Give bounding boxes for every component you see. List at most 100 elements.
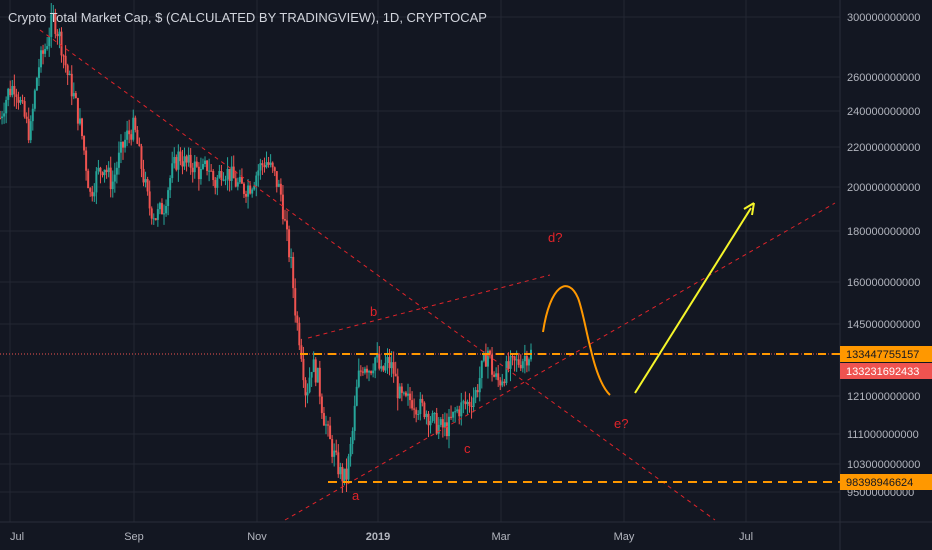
candle-body <box>66 65 69 76</box>
y-tick-label: 111000000000 <box>847 429 919 441</box>
candle-body <box>89 188 92 192</box>
candle-body <box>290 256 293 258</box>
y-tick-label: 220000000000 <box>847 142 920 154</box>
candle-body <box>93 192 96 197</box>
candle-body <box>81 118 84 137</box>
candle-body <box>160 203 163 215</box>
candle-body <box>208 170 211 172</box>
candle-body <box>74 93 77 99</box>
candle-body <box>97 167 100 172</box>
candle-body <box>48 36 51 47</box>
candle-body <box>527 359 530 366</box>
grid-lines <box>0 0 840 522</box>
candle-body <box>349 443 352 457</box>
candle-body <box>177 151 180 170</box>
candle-body <box>33 90 36 109</box>
candle-body <box>124 139 127 148</box>
candle-body <box>193 161 196 173</box>
candle-body <box>443 422 446 428</box>
candle-body <box>347 456 350 480</box>
projection-arrow[interactable] <box>634 207 752 394</box>
candle-body <box>222 179 225 181</box>
ascending-trendline-upper[interactable] <box>307 274 551 339</box>
candle-body <box>454 411 457 413</box>
candle-body <box>310 372 313 378</box>
candle-body <box>119 141 122 153</box>
candle-body <box>183 156 186 167</box>
candle-body <box>386 357 389 363</box>
candle-body <box>249 185 252 194</box>
candle-body <box>421 398 424 403</box>
candle-body <box>78 118 81 124</box>
candle-body <box>191 167 194 173</box>
candle-body <box>441 419 444 428</box>
candle-body <box>462 401 465 403</box>
candle-body <box>181 161 184 167</box>
candle-body <box>56 33 59 37</box>
svg-text:133231692433: 133231692433 <box>846 366 919 378</box>
candle-body <box>341 467 344 482</box>
candle-body <box>218 170 221 178</box>
candle-body <box>372 370 375 374</box>
candle-body <box>44 49 47 54</box>
chart-title: Crypto Total Market Cap, $ (CALCULATED B… <box>8 10 487 25</box>
candle-body <box>91 191 94 197</box>
candle-body <box>144 179 147 183</box>
candlestick-series <box>0 3 532 493</box>
y-tick-label: 160000000000 <box>847 277 920 289</box>
candle-body <box>390 362 393 369</box>
x-tick-label: Jul <box>10 531 24 543</box>
projection-curve[interactable] <box>542 285 611 396</box>
candle-body <box>11 86 14 96</box>
candle-body <box>320 396 323 414</box>
candle-body <box>353 405 356 431</box>
candle-body <box>482 353 485 361</box>
candle-body <box>488 350 491 355</box>
candle-body <box>392 362 395 374</box>
candle-body <box>9 88 12 96</box>
candle-body <box>7 88 10 100</box>
candle-body <box>495 373 498 377</box>
y-tick-label: 145000000000 <box>847 319 920 331</box>
candle-body <box>95 171 98 193</box>
descending-trendline[interactable] <box>39 29 716 521</box>
candle-body <box>195 161 198 167</box>
y-tick-label: 300000000000 <box>847 12 920 24</box>
candle-body <box>413 408 416 410</box>
candle-body <box>519 364 522 369</box>
candle-body <box>359 370 362 372</box>
candle-body <box>50 14 53 37</box>
candle-body <box>179 151 182 162</box>
y-tick-label: 260000000000 <box>847 72 920 84</box>
candle-body <box>486 350 489 367</box>
candle-body <box>167 190 170 207</box>
price-axis[interactable] <box>840 0 932 550</box>
candle-body <box>37 67 40 78</box>
candle-body <box>212 170 215 181</box>
candle-body <box>343 468 346 482</box>
candle-body <box>499 380 502 386</box>
candle-body <box>199 168 202 180</box>
ascending-trendline-lower[interactable] <box>284 202 836 521</box>
candle-body <box>148 191 151 209</box>
candle-body <box>292 256 295 289</box>
candle-body <box>505 361 508 384</box>
candle-body <box>64 55 67 66</box>
candle-body <box>324 424 327 426</box>
annotation-c: c <box>464 441 471 456</box>
candle-body <box>247 185 250 197</box>
candle-body <box>433 413 436 415</box>
candle-body <box>503 381 506 384</box>
candle-body <box>339 467 342 475</box>
drawings[interactable] <box>0 29 840 521</box>
candle-body <box>472 397 475 408</box>
candle-body <box>355 386 358 406</box>
candle-body <box>470 406 473 408</box>
candle-body <box>464 401 467 405</box>
x-tick-label: Jul <box>739 531 753 543</box>
candle-body <box>478 378 481 393</box>
candle-body <box>484 353 487 367</box>
candle-body <box>263 165 266 168</box>
candle-body <box>107 167 110 173</box>
